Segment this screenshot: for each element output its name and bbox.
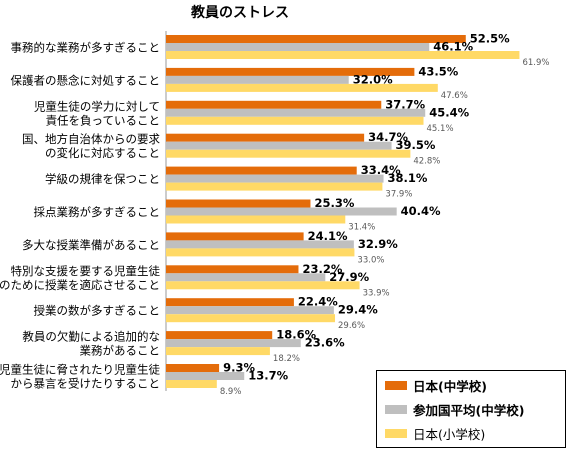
data-label-japan-junior: 22.4% xyxy=(298,295,338,309)
bar-japan-junior xyxy=(166,67,415,76)
bar-japan-elementary xyxy=(166,116,424,125)
category-label: 保護者の懸念に対処すること xyxy=(11,73,161,87)
bar-japan-junior xyxy=(166,100,382,109)
bar-oecd-average xyxy=(166,108,426,117)
bar-japan-elementary xyxy=(166,83,438,92)
bar-oecd-average xyxy=(166,75,349,84)
chart-title: 教員のストレス xyxy=(191,5,289,21)
bar-japan-junior xyxy=(166,265,299,274)
data-label-oecd-average: 32.0% xyxy=(353,72,393,86)
data-label-japan-junior: 24.1% xyxy=(308,229,348,243)
category-label: 責任を負っていること xyxy=(46,113,160,127)
data-label-oecd-average: 40.4% xyxy=(401,204,441,218)
category-label: 学級の規律を保つこと xyxy=(45,172,160,186)
category-label: 業務があること xyxy=(80,344,161,358)
data-label-oecd-average: 38.1% xyxy=(388,171,428,185)
data-label-japan-junior: 18.6% xyxy=(276,328,316,342)
data-label-japan-elementary: 61.9% xyxy=(522,58,549,68)
data-label-japan-elementary: 37.9% xyxy=(385,190,412,200)
category-label: から暴言を受けたりすること xyxy=(11,377,161,391)
data-label-japan-junior: 9.3% xyxy=(223,361,255,375)
legend-label-japan-junior: 日本(中学校) xyxy=(413,378,487,394)
bar-oecd-average xyxy=(166,43,430,51)
legend-label-japan-elementary: 日本(小学校) xyxy=(413,426,486,442)
data-label-japan-elementary: 29.6% xyxy=(338,321,365,331)
data-label-oecd-average: 46.1% xyxy=(433,40,473,54)
bar-japan-junior xyxy=(166,232,304,241)
data-label-oecd-average: 13.7% xyxy=(248,369,288,383)
legend-item-japan-junior: 日本(中学校) xyxy=(385,377,487,394)
legend-item-japan-elementary: 日本(小学校) xyxy=(385,425,486,442)
bar-japan-elementary xyxy=(166,182,383,191)
bar-japan-elementary xyxy=(166,51,520,59)
bar-oecd-average xyxy=(166,339,301,348)
bar-japan-junior xyxy=(166,166,357,175)
category-label: のために授業を適応させること xyxy=(0,278,160,292)
legend-swatch-japan-junior xyxy=(385,380,407,390)
bar-oecd-average xyxy=(166,240,354,249)
bar-japan-elementary xyxy=(166,149,411,158)
data-label-japan-elementary: 33.0% xyxy=(357,255,384,265)
category-label: 児童生徒の学力に対して xyxy=(34,99,160,113)
data-label-japan-elementary: 31.4% xyxy=(348,223,375,233)
bar-japan-elementary xyxy=(166,281,360,290)
bar-oecd-average xyxy=(166,141,392,150)
category-label: 事務的な業務が多すぎること xyxy=(11,41,161,55)
data-label-japan-elementary: 33.9% xyxy=(363,288,390,298)
bar-japan-junior xyxy=(166,199,311,208)
data-label-japan-elementary: 45.1% xyxy=(427,124,454,134)
data-label-oecd-average: 23.6% xyxy=(305,336,345,350)
bar-japan-junior xyxy=(166,364,220,372)
legend-item-oecd-average: 参加国平均(中学校) xyxy=(385,401,525,418)
bar-japan-junior xyxy=(166,133,365,142)
data-label-japan-junior: 43.5% xyxy=(418,64,458,78)
category-label: の変化に対応すること xyxy=(45,146,160,160)
data-label-oecd-average: 29.4% xyxy=(338,303,378,317)
data-label-japan-elementary: 47.6% xyxy=(441,91,468,101)
data-label-japan-junior: 23.2% xyxy=(302,262,342,276)
bar-japan-elementary xyxy=(166,248,355,257)
data-label-oecd-average: 27.9% xyxy=(329,270,369,284)
category-label: 国、地方自治体からの要求 xyxy=(22,132,160,146)
bar-japan-junior xyxy=(166,298,294,307)
data-label-oecd-average: 39.5% xyxy=(396,138,436,152)
bar-oecd-average xyxy=(166,372,245,380)
data-label-oecd-average: 32.9% xyxy=(358,237,398,251)
data-label-japan-junior: 52.5% xyxy=(470,32,510,46)
bar-oecd-average xyxy=(166,306,334,315)
category-label: 多大な授業準備があること xyxy=(22,238,160,252)
bar-japan-elementary xyxy=(166,380,217,388)
data-label-japan-junior: 33.4% xyxy=(361,163,401,177)
bar-japan-elementary xyxy=(166,347,270,356)
data-label-japan-elementary: 18.2% xyxy=(273,354,300,364)
category-label: 児童生徒に脅されたり児童生徒 xyxy=(0,363,160,377)
bar-oecd-average xyxy=(166,174,384,183)
data-label-japan-elementary: 42.8% xyxy=(413,157,440,167)
category-label: 特別な支援を要する児童生徒 xyxy=(11,264,161,278)
data-label-japan-junior: 25.3% xyxy=(314,196,354,210)
data-label-oecd-average: 45.4% xyxy=(429,105,469,119)
bar-japan-elementary xyxy=(166,215,346,224)
legend-swatch-japan-elementary xyxy=(385,428,407,438)
bar-japan-elementary xyxy=(166,314,336,323)
legend-label-oecd-average: 参加国平均(中学校) xyxy=(413,402,525,418)
category-label: 採点業務が多すぎること xyxy=(34,205,161,219)
category-label: 教員の欠勤による追加的な xyxy=(22,330,160,344)
data-label-japan-junior: 34.7% xyxy=(368,130,408,144)
data-label-japan-elementary: 8.9% xyxy=(220,387,242,397)
data-label-japan-junior: 37.7% xyxy=(385,97,425,111)
bar-japan-junior xyxy=(166,331,273,340)
legend-swatch-oecd-average xyxy=(385,404,407,414)
chart-legend: 日本(中学校) 参加国平均(中学校) 日本(小学校) xyxy=(376,370,566,448)
category-label: 授業の数が多すぎること xyxy=(34,304,161,318)
bar-japan-junior xyxy=(166,35,466,43)
bar-oecd-average xyxy=(166,207,397,216)
bar-oecd-average xyxy=(166,273,326,282)
